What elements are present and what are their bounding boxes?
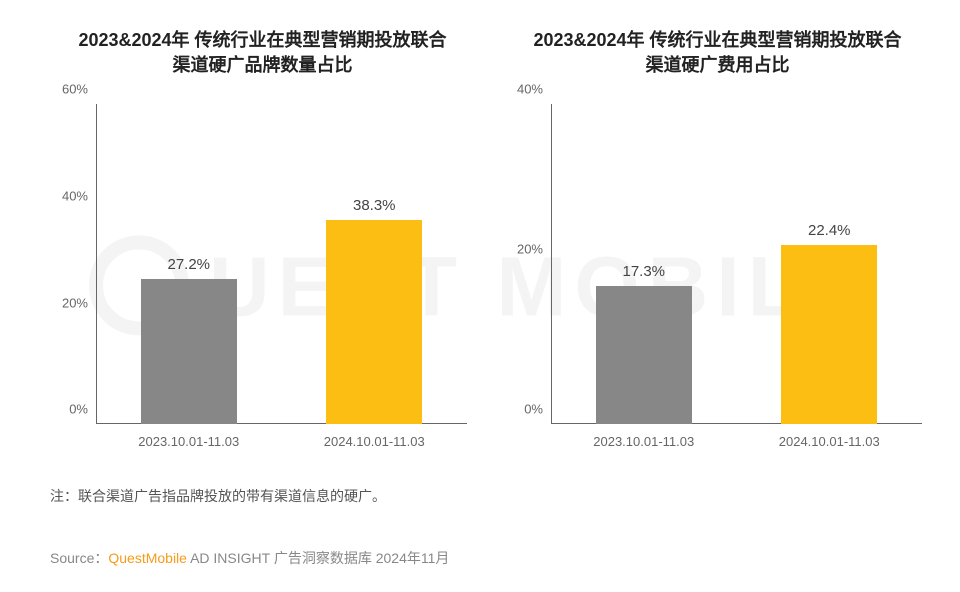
y-tick-label: 60% xyxy=(50,82,94,97)
source-rest: AD INSIGHT 广告洞察数据库 2024年11月 xyxy=(187,550,449,566)
y-tick-label: 20% xyxy=(505,242,549,257)
y-tick-label: 20% xyxy=(50,295,94,310)
bar-value-label: 27.2% xyxy=(167,256,210,273)
chart-title: 2023&2024年 传统行业在典型营销期投放联合渠道硬广费用占比 xyxy=(525,28,910,78)
x-label: 2023.10.01-11.03 xyxy=(96,428,282,454)
x-label: 2023.10.01-11.03 xyxy=(551,428,737,454)
bar-group-2023: 17.3% xyxy=(551,104,737,424)
y-tick-label: 0% xyxy=(505,402,549,417)
plot: 27.2% 38.3% xyxy=(96,104,467,424)
bar-2023: 17.3% xyxy=(596,286,692,424)
chart-title: 2023&2024年 传统行业在典型营销期投放联合渠道硬广品牌数量占比 xyxy=(70,28,455,78)
source-line: Source：QuestMobile AD INSIGHT 广告洞察数据库 20… xyxy=(50,548,449,568)
bar-value-label: 22.4% xyxy=(808,222,851,239)
bar-2024: 22.4% xyxy=(781,245,877,424)
y-tick-label: 40% xyxy=(50,189,94,204)
x-label: 2024.10.01-11.03 xyxy=(282,428,468,454)
plot-area: 0%20%40% 17.3% 22.4% xyxy=(505,104,930,454)
bar-2024: 38.3% xyxy=(326,220,422,424)
source-brand: QuestMobile xyxy=(108,550,187,566)
bar-2023: 27.2% xyxy=(141,279,237,424)
y-axis: 0%20%40%60% xyxy=(50,104,94,424)
plot: 17.3% 22.4% xyxy=(551,104,922,424)
x-axis-labels: 2023.10.01-11.03 2024.10.01-11.03 xyxy=(551,428,922,454)
bar-group-2024: 38.3% xyxy=(282,104,468,424)
bar-group-2023: 27.2% xyxy=(96,104,282,424)
y-tick-label: 0% xyxy=(50,402,94,417)
bar-value-label: 17.3% xyxy=(622,263,665,280)
source-prefix: Source： xyxy=(50,550,108,566)
x-label: 2024.10.01-11.03 xyxy=(737,428,923,454)
plot-area: 0%20%40%60% 27.2% 38.3% xyxy=(50,104,475,454)
charts-row: 2023&2024年 传统行业在典型营销期投放联合渠道硬广品牌数量占比 0%20… xyxy=(50,20,930,454)
bar-value-label: 38.3% xyxy=(353,197,396,214)
y-tick-label: 40% xyxy=(505,82,549,97)
y-axis: 0%20%40% xyxy=(505,104,549,424)
bar-group-2024: 22.4% xyxy=(737,104,923,424)
chart-brand-count-share: 2023&2024年 传统行业在典型营销期投放联合渠道硬广品牌数量占比 0%20… xyxy=(50,20,475,454)
footnote: 注：联合渠道广告指品牌投放的带有渠道信息的硬广。 xyxy=(50,486,386,506)
chart-spend-share: 2023&2024年 传统行业在典型营销期投放联合渠道硬广费用占比 0% 20% 4… xyxy=(505,20,930,454)
x-axis-labels: 2023.10.01-11.03 2024.10.01-11.03 xyxy=(96,428,467,454)
